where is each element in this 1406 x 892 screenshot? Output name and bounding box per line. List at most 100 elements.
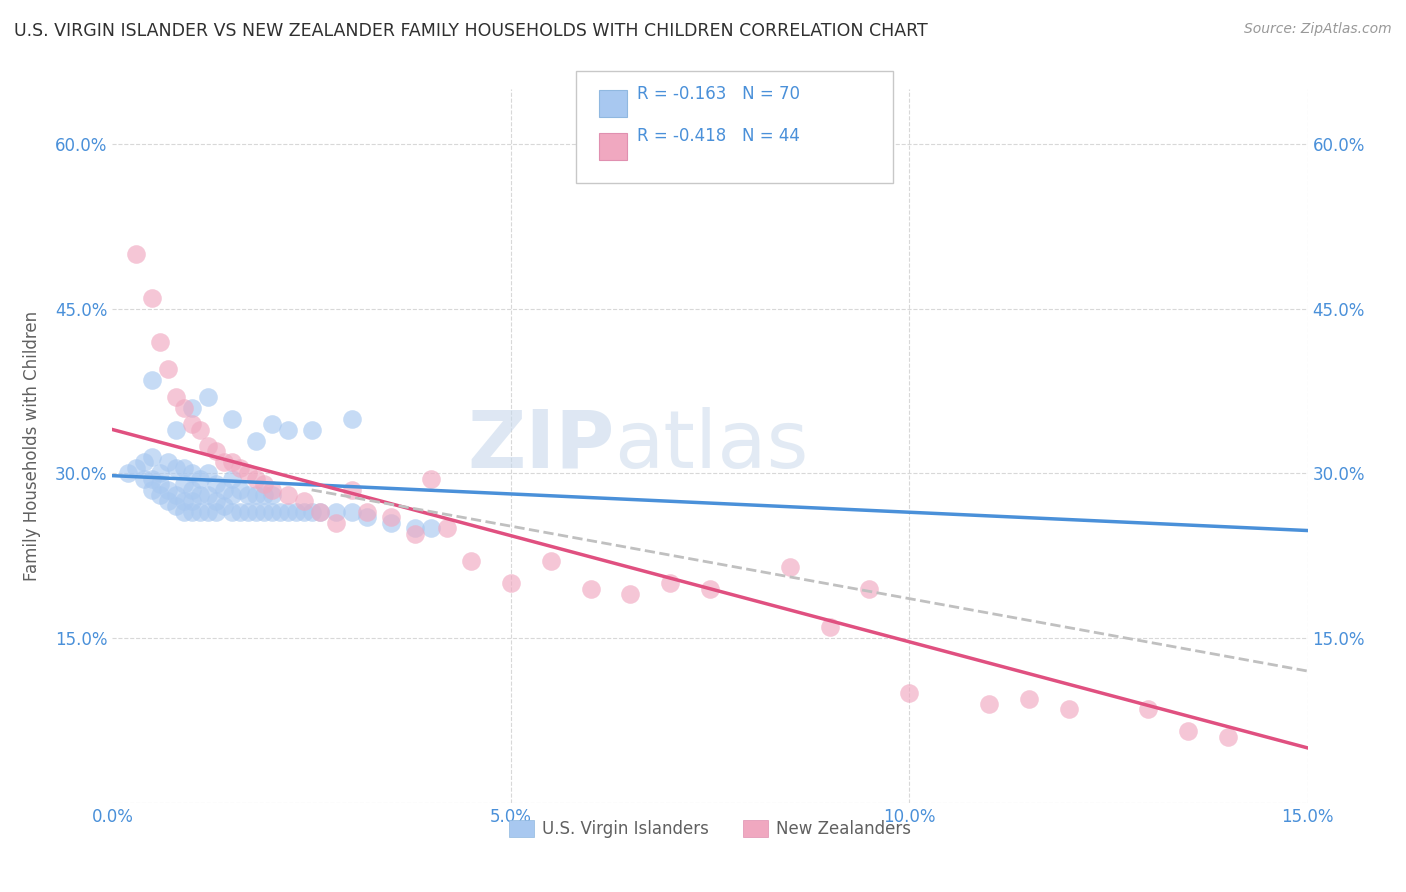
Point (1216, 730, 1239, 744)
Point (253, 477, 276, 491)
Point (149, 477, 172, 491)
Point (181, 505, 204, 519)
Point (212, 500, 235, 514)
Point (165, 500, 187, 514)
Point (221, 505, 243, 519)
Point (325, 516, 347, 530)
Legend: U.S. Virgin Islanders, New Zealanders: U.S. Virgin Islanders, New Zealanders (502, 813, 918, 845)
Point (1057, 702, 1080, 716)
Point (188, 505, 211, 519)
Point (229, 483, 252, 497)
Point (460, 554, 482, 568)
Point (277, 505, 299, 519)
Point (197, 439, 219, 453)
Point (188, 472, 211, 486)
Point (181, 467, 204, 481)
Point (197, 467, 219, 481)
Point (125, 247, 148, 261)
Point (579, 582, 602, 596)
Point (308, 505, 330, 519)
Point (245, 488, 267, 502)
Point (181, 483, 204, 497)
Point (340, 411, 363, 425)
Point (149, 334, 172, 349)
Point (818, 620, 841, 634)
Point (1137, 702, 1160, 716)
Point (253, 505, 276, 519)
Point (205, 505, 228, 519)
Point (173, 401, 195, 415)
Point (340, 505, 363, 519)
Point (499, 576, 522, 591)
Point (380, 510, 402, 524)
Point (157, 362, 180, 376)
Point (619, 587, 641, 601)
Point (141, 291, 163, 305)
Point (699, 582, 721, 596)
Point (173, 477, 195, 491)
Point (212, 455, 235, 469)
Point (420, 472, 443, 486)
Point (420, 521, 443, 535)
Point (898, 686, 921, 700)
Point (236, 505, 259, 519)
Point (205, 477, 228, 491)
Point (221, 488, 243, 502)
Point (134, 472, 156, 486)
Point (260, 488, 283, 502)
Point (197, 488, 219, 502)
Point (165, 423, 187, 437)
Point (141, 450, 163, 464)
Text: R = -0.163   N = 70: R = -0.163 N = 70 (637, 85, 800, 103)
Point (340, 483, 363, 497)
Point (157, 483, 180, 497)
Point (277, 423, 299, 437)
Point (308, 505, 330, 519)
Point (779, 559, 801, 574)
Point (404, 521, 426, 535)
Point (134, 455, 156, 469)
Point (236, 488, 259, 502)
Text: U.S. VIRGIN ISLANDER VS NEW ZEALANDER FAMILY HOUSEHOLDS WITH CHILDREN CORRELATIO: U.S. VIRGIN ISLANDER VS NEW ZEALANDER FA… (14, 22, 928, 40)
Y-axis label: Family Households with Children: Family Households with Children (24, 311, 41, 581)
Point (404, 526, 426, 541)
Point (292, 494, 315, 508)
Point (260, 417, 283, 431)
Point (858, 582, 880, 596)
Point (141, 472, 163, 486)
Point (173, 461, 195, 475)
Point (205, 494, 228, 508)
Text: ZIP: ZIP (467, 407, 614, 485)
Point (165, 461, 187, 475)
Point (1018, 691, 1040, 706)
Point (977, 697, 1000, 711)
Point (260, 483, 283, 497)
Point (221, 411, 243, 425)
Point (436, 521, 458, 535)
Point (269, 505, 291, 519)
Point (245, 505, 267, 519)
Point (165, 488, 187, 502)
Text: R = -0.418   N = 44: R = -0.418 N = 44 (637, 128, 800, 145)
Point (221, 455, 243, 469)
Point (260, 505, 283, 519)
Point (181, 417, 204, 431)
Point (141, 373, 163, 387)
Point (540, 554, 562, 568)
Point (301, 505, 323, 519)
Point (253, 488, 276, 502)
Point (181, 494, 204, 508)
Point (188, 488, 211, 502)
Point (157, 455, 180, 469)
Text: atlas: atlas (614, 407, 808, 485)
Point (229, 461, 252, 475)
Point (157, 494, 180, 508)
Point (245, 434, 267, 448)
Point (659, 576, 682, 591)
Point (1177, 724, 1199, 739)
Point (212, 483, 235, 497)
Point (301, 423, 323, 437)
Point (236, 467, 259, 481)
Point (380, 516, 402, 530)
Point (173, 494, 195, 508)
